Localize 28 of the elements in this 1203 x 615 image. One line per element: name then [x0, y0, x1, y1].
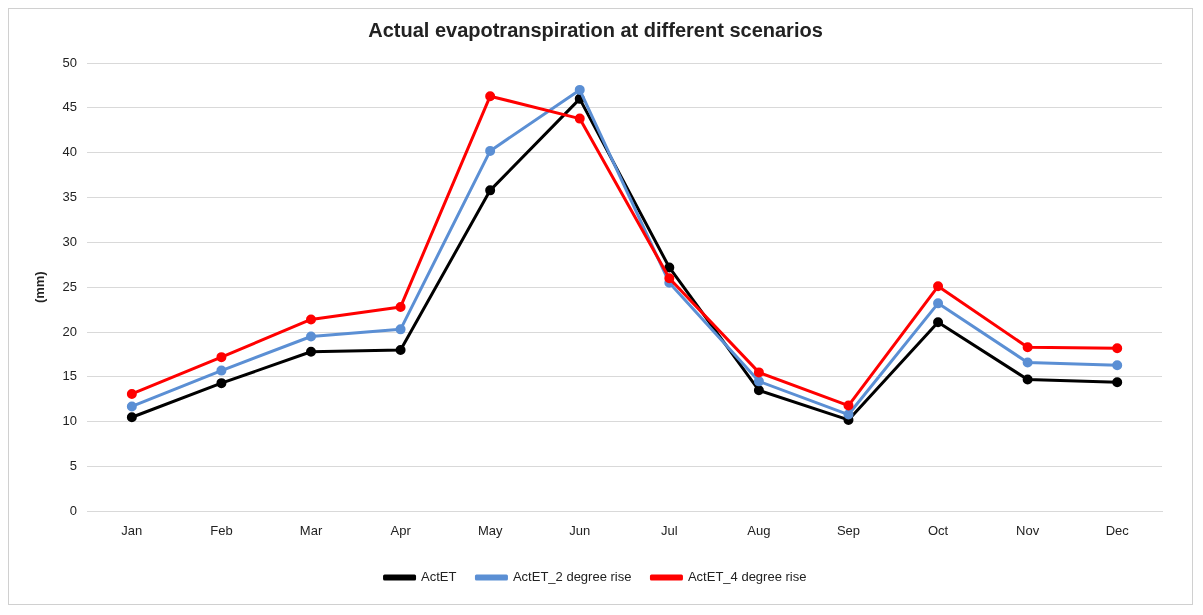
x-tick-label: Jan — [121, 522, 143, 538]
y-tick-label: 45 — [62, 99, 78, 115]
y-tick-label: 10 — [62, 413, 78, 429]
legend-label: ActET_2 degree rise — [512, 569, 632, 585]
legend-label: ActET_4 degree rise — [687, 569, 807, 585]
x-tick-label: Mar — [299, 522, 323, 538]
x-tick-label: May — [477, 522, 503, 538]
y-tick-label: 5 — [69, 458, 78, 474]
y-tick-label: 35 — [62, 189, 78, 205]
chart-title: Actual evapotranspiration at different scenarios — [368, 18, 823, 41]
legend-label: ActET — [421, 569, 457, 585]
y-tick-label: 30 — [62, 233, 78, 249]
y-tick-label: 40 — [62, 144, 78, 160]
x-tick-label: Jul — [661, 522, 678, 538]
x-tick-label: Sep — [836, 522, 861, 538]
x-tick-label: Jun — [569, 522, 591, 538]
y-tick-label: 50 — [62, 54, 78, 70]
x-tick-label: Apr — [390, 522, 412, 538]
x-tick-label: Aug — [747, 522, 771, 538]
y-tick-label: 15 — [62, 368, 78, 384]
y-tick-label: 0 — [69, 502, 78, 518]
y-axis-title: (mm) — [32, 271, 48, 304]
x-tick-label: Oct — [927, 522, 949, 538]
x-tick-label: Feb — [210, 522, 233, 538]
x-tick-label: Nov — [1016, 522, 1040, 538]
y-tick-label: 20 — [62, 323, 78, 339]
x-tick-label: Dec — [1105, 522, 1130, 538]
y-tick-label: 25 — [62, 278, 78, 294]
